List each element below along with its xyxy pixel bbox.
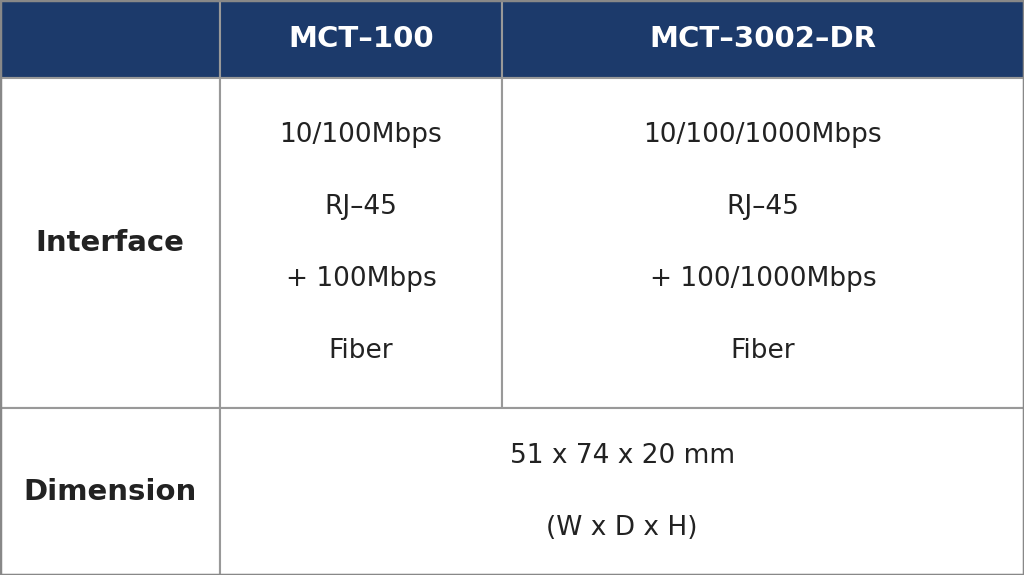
Text: MCT–100: MCT–100 [288, 25, 434, 53]
Text: Dimension: Dimension [24, 478, 197, 505]
Bar [220, 408, 1024, 575]
Bar [0, 78, 220, 408]
Text: Interface: Interface [36, 229, 184, 257]
Bar [0, 0, 220, 78]
Bar [220, 78, 502, 408]
Bar [0, 408, 220, 575]
Text: 10/100/1000Mbps

RJ–45

+ 100/1000Mbps

Fiber: 10/100/1000Mbps RJ–45 + 100/1000Mbps Fib… [643, 122, 883, 364]
Text: 51 x 74 x 20 mm

(W x D x H): 51 x 74 x 20 mm (W x D x H) [510, 443, 734, 540]
Bar [502, 0, 1024, 78]
Bar [220, 0, 502, 78]
Bar [502, 78, 1024, 408]
Text: MCT–3002–DR: MCT–3002–DR [649, 25, 877, 53]
Text: 10/100Mbps

RJ–45

+ 100Mbps

Fiber: 10/100Mbps RJ–45 + 100Mbps Fiber [280, 122, 442, 364]
